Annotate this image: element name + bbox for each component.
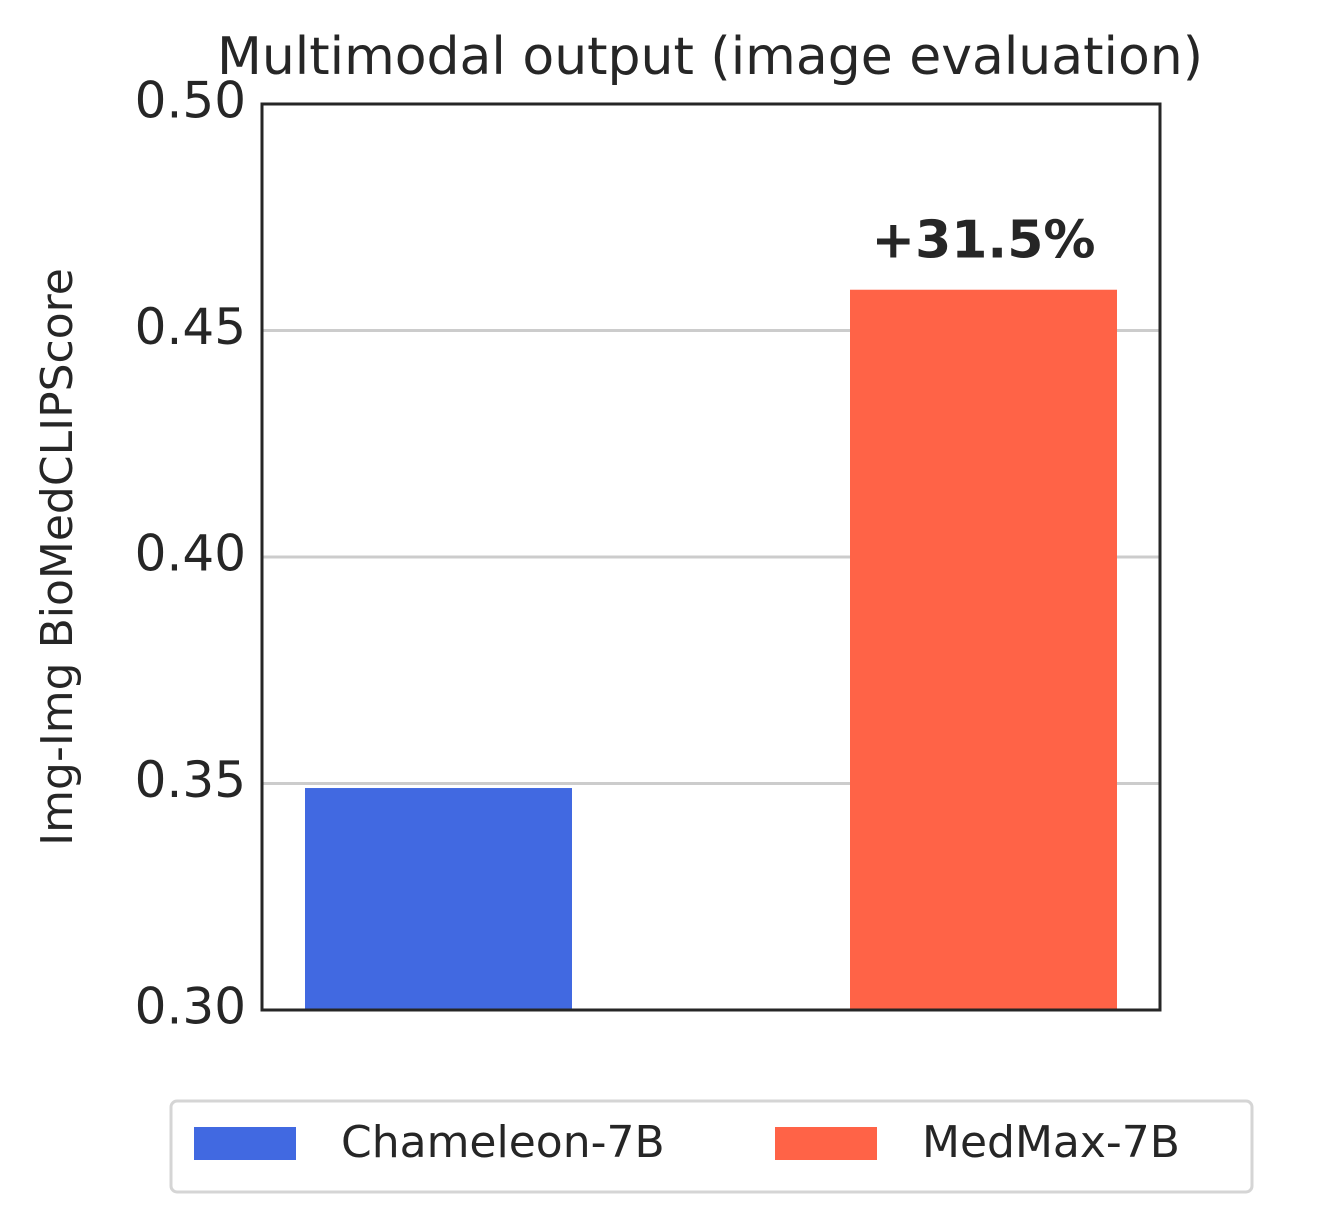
y-tick-label: 0.30 xyxy=(135,978,246,1036)
legend-swatch xyxy=(194,1127,296,1160)
legend-label: MedMax-7B xyxy=(922,1117,1180,1168)
plot-frame xyxy=(260,102,1162,1012)
y-axis-label: Img-Img BioMedCLIPScore xyxy=(32,268,83,846)
annotation: +31.5% xyxy=(872,211,1096,271)
y-tick-label: 0.35 xyxy=(135,751,246,809)
legend-label: Chameleon-7B xyxy=(341,1117,665,1168)
chart-title: Multimodal output (image evaluation) xyxy=(217,27,1203,87)
y-tick-label: 0.40 xyxy=(135,525,246,583)
bar xyxy=(850,289,1117,1011)
legend-swatch xyxy=(775,1127,877,1160)
y-tick-label: 0.50 xyxy=(135,72,246,130)
y-tick-label: 0.45 xyxy=(135,298,246,356)
legend-box xyxy=(169,1099,1254,1194)
bar xyxy=(305,788,572,1010)
